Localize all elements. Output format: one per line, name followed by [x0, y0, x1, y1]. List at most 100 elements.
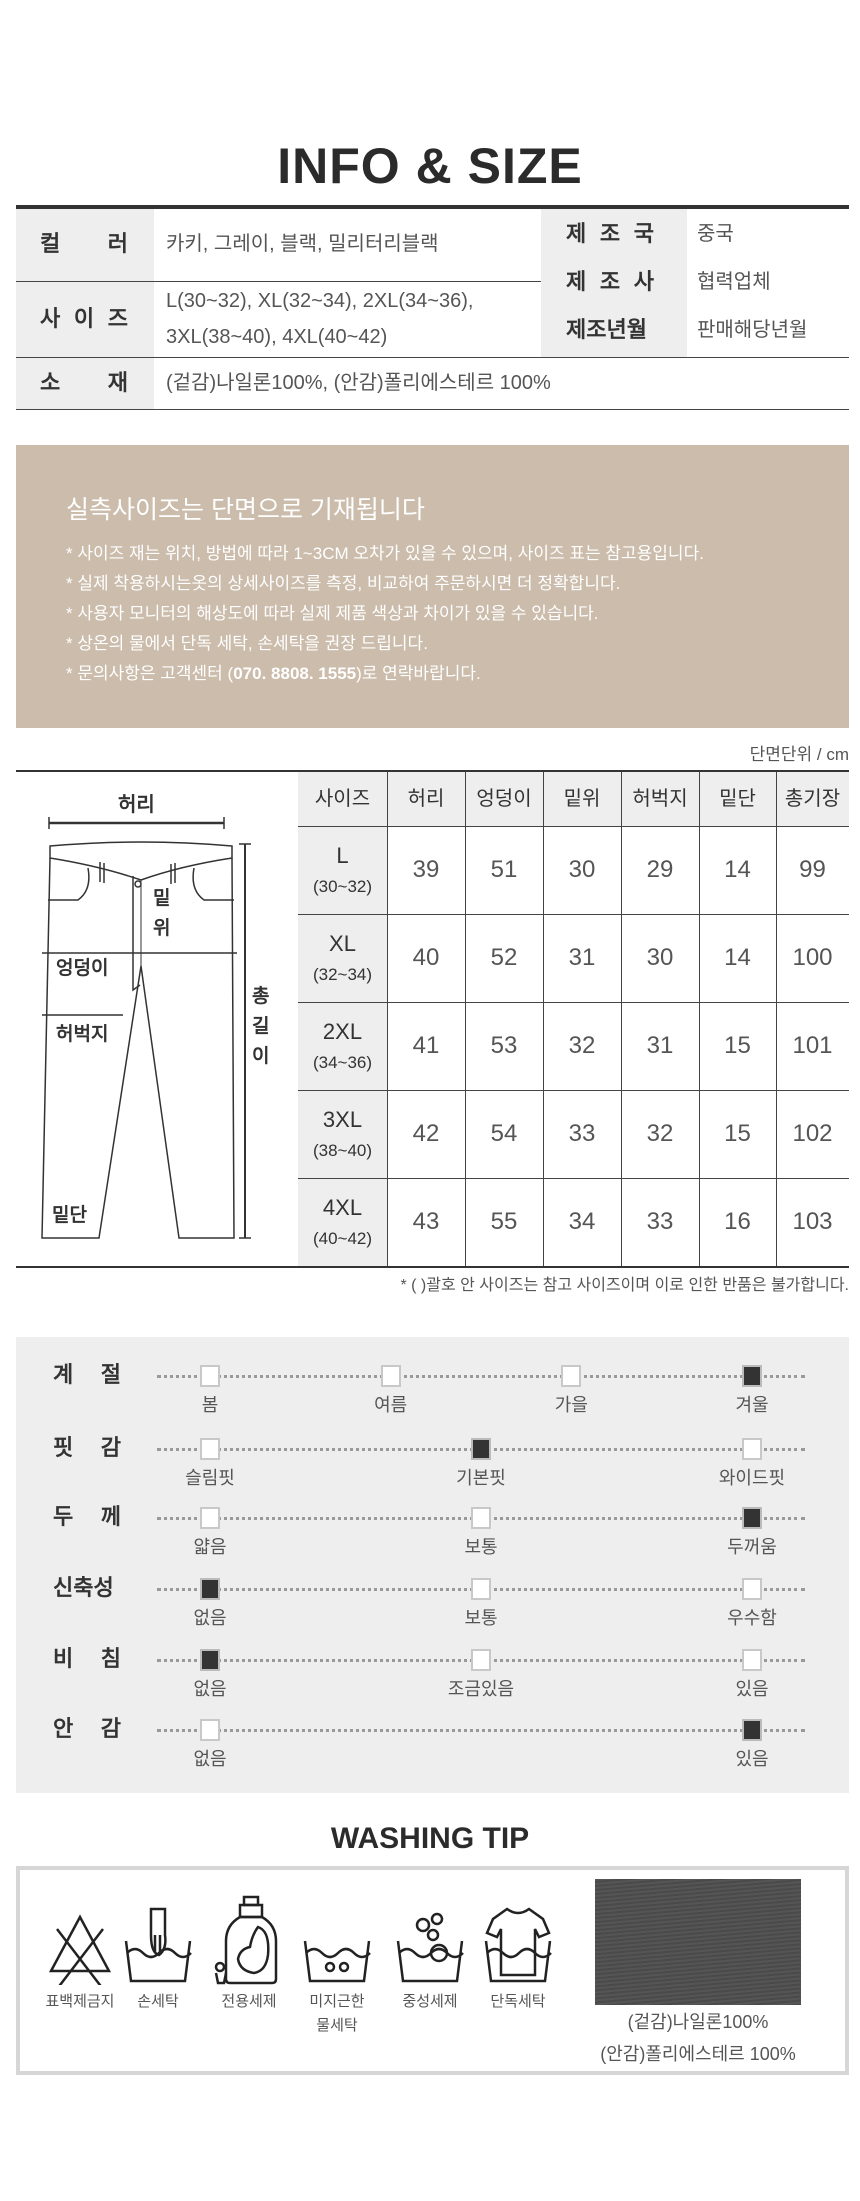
- checkbox-unchecked: [200, 1438, 220, 1460]
- washing-box: [16, 1866, 849, 2075]
- diagram-hem-label: 밑단: [52, 1205, 87, 1226]
- column-divider: [543, 772, 544, 1266]
- checkbox-checked: [742, 1719, 762, 1741]
- feature-label: 계 절: [53, 1362, 121, 1387]
- fabric-inner: (안감)폴리에스테르 100%: [600, 2044, 796, 2064]
- checkbox-checked: [200, 1578, 220, 1600]
- color-value: 카키, 그레이, 블랙, 밀리터리블랙: [166, 233, 439, 255]
- measurement-cell: 33: [646, 1208, 674, 1235]
- info-title: INFO & SIZE: [277, 138, 583, 194]
- notice-bullet: * 상온의 물에서 단독 세탁, 손세탁을 권장 드립니다.: [66, 634, 428, 653]
- row-divider: [298, 1178, 849, 1179]
- washing-label: 표백제금지: [42, 1990, 118, 2014]
- feature-option: 슬림핏: [185, 1468, 235, 1488]
- feature-label: 비 침: [53, 1646, 121, 1671]
- washing-label-line: 미지근한: [309, 1993, 365, 2010]
- size-name: L: [336, 843, 349, 868]
- measurement-cell: 31: [568, 944, 596, 971]
- measurement-cell: 15: [724, 1032, 751, 1059]
- column-header: 엉덩이: [476, 788, 532, 810]
- date-value: 판매해당년월: [697, 319, 808, 341]
- features-box: [16, 1337, 849, 1793]
- feature-option: 없음: [193, 1679, 227, 1699]
- measurement-cell: 32: [568, 1032, 596, 1059]
- size-value-line1: L(30~32), XL(32~34), 2XL(34~36),: [166, 290, 474, 312]
- feature-label: 안 감: [53, 1716, 121, 1741]
- rise-char: 위: [153, 918, 171, 939]
- feature-option: 봄: [201, 1395, 219, 1415]
- label-column: [16, 209, 154, 409]
- row-divider: [298, 914, 849, 915]
- date-label: 제조년월: [566, 317, 647, 342]
- measurement-cell: 101: [792, 1032, 833, 1059]
- feature-scale-line: [157, 1729, 805, 1732]
- measurement-cell: 54: [490, 1120, 518, 1147]
- measurement-cell: 100: [792, 944, 833, 971]
- measurement-cell: 53: [490, 1032, 518, 1059]
- checkbox-unchecked: [742, 1578, 762, 1600]
- measurement-cell: 14: [724, 944, 751, 971]
- diagram-thigh-label: 허벅지: [56, 1024, 109, 1045]
- header-row-bg: [298, 772, 849, 826]
- size-range: (38~40): [312, 1141, 373, 1160]
- measurement-cell: 15: [724, 1120, 751, 1147]
- measurement-cell: 31: [646, 1032, 674, 1059]
- measurement-cell: 16: [724, 1208, 751, 1235]
- checkbox-unchecked: [561, 1365, 582, 1387]
- column-header: 밑위: [563, 788, 601, 810]
- washing-label-line: 단독세탁: [490, 1993, 546, 2010]
- washing-label-line: 표백제금지: [45, 1993, 115, 2010]
- measurement-cell: 55: [490, 1208, 518, 1235]
- unit-label: 단면단위 / cm: [749, 745, 849, 764]
- measurement-cell: 40: [412, 944, 440, 971]
- measurement-cell: 103: [792, 1208, 833, 1235]
- checkbox-checked: [200, 1649, 220, 1671]
- notice-contact: * 문의사항은 고객센터 (070. 8808. 1555)로 연락바랍니다.: [66, 661, 481, 687]
- column-header: 허벅지: [632, 788, 688, 810]
- pants-diagram-icon: [41, 817, 251, 1239]
- measurement-cell: 33: [568, 1120, 596, 1147]
- feature-option: 우수함: [727, 1608, 777, 1628]
- feature-label: 두 께: [53, 1504, 121, 1529]
- detergent-bottle-icon: [214, 1895, 278, 1985]
- size-cell: 2XL (34~36): [298, 1002, 387, 1090]
- column-header: 총기장: [784, 788, 841, 810]
- measurement-cell: 39: [412, 856, 440, 883]
- hand-wash-icon: [124, 1907, 192, 1983]
- feature-scale-line: [157, 1375, 805, 1378]
- size-name: 3XL: [322, 1107, 363, 1132]
- notice-bullet: * 사용자 모니터의 해상도에 따라 실제 제품 색상과 차이가 있을 수 있습…: [66, 604, 599, 623]
- fabric-outer: (겉감)나일론100%: [627, 2012, 769, 2032]
- size-range: (32~34): [312, 965, 373, 984]
- feature-option: 두꺼움: [727, 1537, 777, 1557]
- notice-bullet: * 실제 착용하시는옷의 상세사이즈를 측정, 비교하여 주문하시면 더 정확합…: [66, 574, 621, 593]
- neutral-detergent-icon: [396, 1912, 464, 1983]
- size-bottom-rule: [16, 1266, 849, 1268]
- country-label: 제 조 국: [566, 221, 654, 246]
- washing-label: 전용세제: [211, 1990, 287, 2014]
- size-value-line2: 3XL(38~40), 4XL(40~42): [166, 326, 388, 348]
- washing-label: 손세탁: [120, 1990, 196, 2014]
- checkbox-unchecked: [471, 1578, 491, 1600]
- size-top-rule: [16, 770, 849, 772]
- measurement-cell: 43: [412, 1208, 440, 1235]
- material-value: (겉감)나일론100%, (안감)폴리에스테르 100%: [166, 372, 551, 394]
- column-header: 밑단: [719, 788, 756, 810]
- right-label-column: [541, 209, 687, 357]
- checkbox-checked: [471, 1438, 491, 1460]
- maker-value: 협력업체: [697, 271, 771, 293]
- notice-box: 실측사이즈는 단면으로 기재됩니다 * 사이즈 재는 위치, 방법에 따라 1~…: [16, 445, 849, 728]
- washing-label-line: 중성세제: [402, 1993, 458, 2010]
- length-char: 이: [252, 1046, 270, 1067]
- size-cell: XL (32~34): [298, 914, 387, 1002]
- feature-option: 없음: [193, 1608, 227, 1628]
- checkbox-unchecked: [471, 1507, 491, 1529]
- checkbox-unchecked: [380, 1365, 401, 1387]
- feature-option: 보통: [464, 1608, 498, 1628]
- measurement-cell: 29: [646, 856, 674, 883]
- washing-label-line: 물세탁: [316, 2017, 358, 2034]
- measurement-cell: 42: [412, 1120, 440, 1147]
